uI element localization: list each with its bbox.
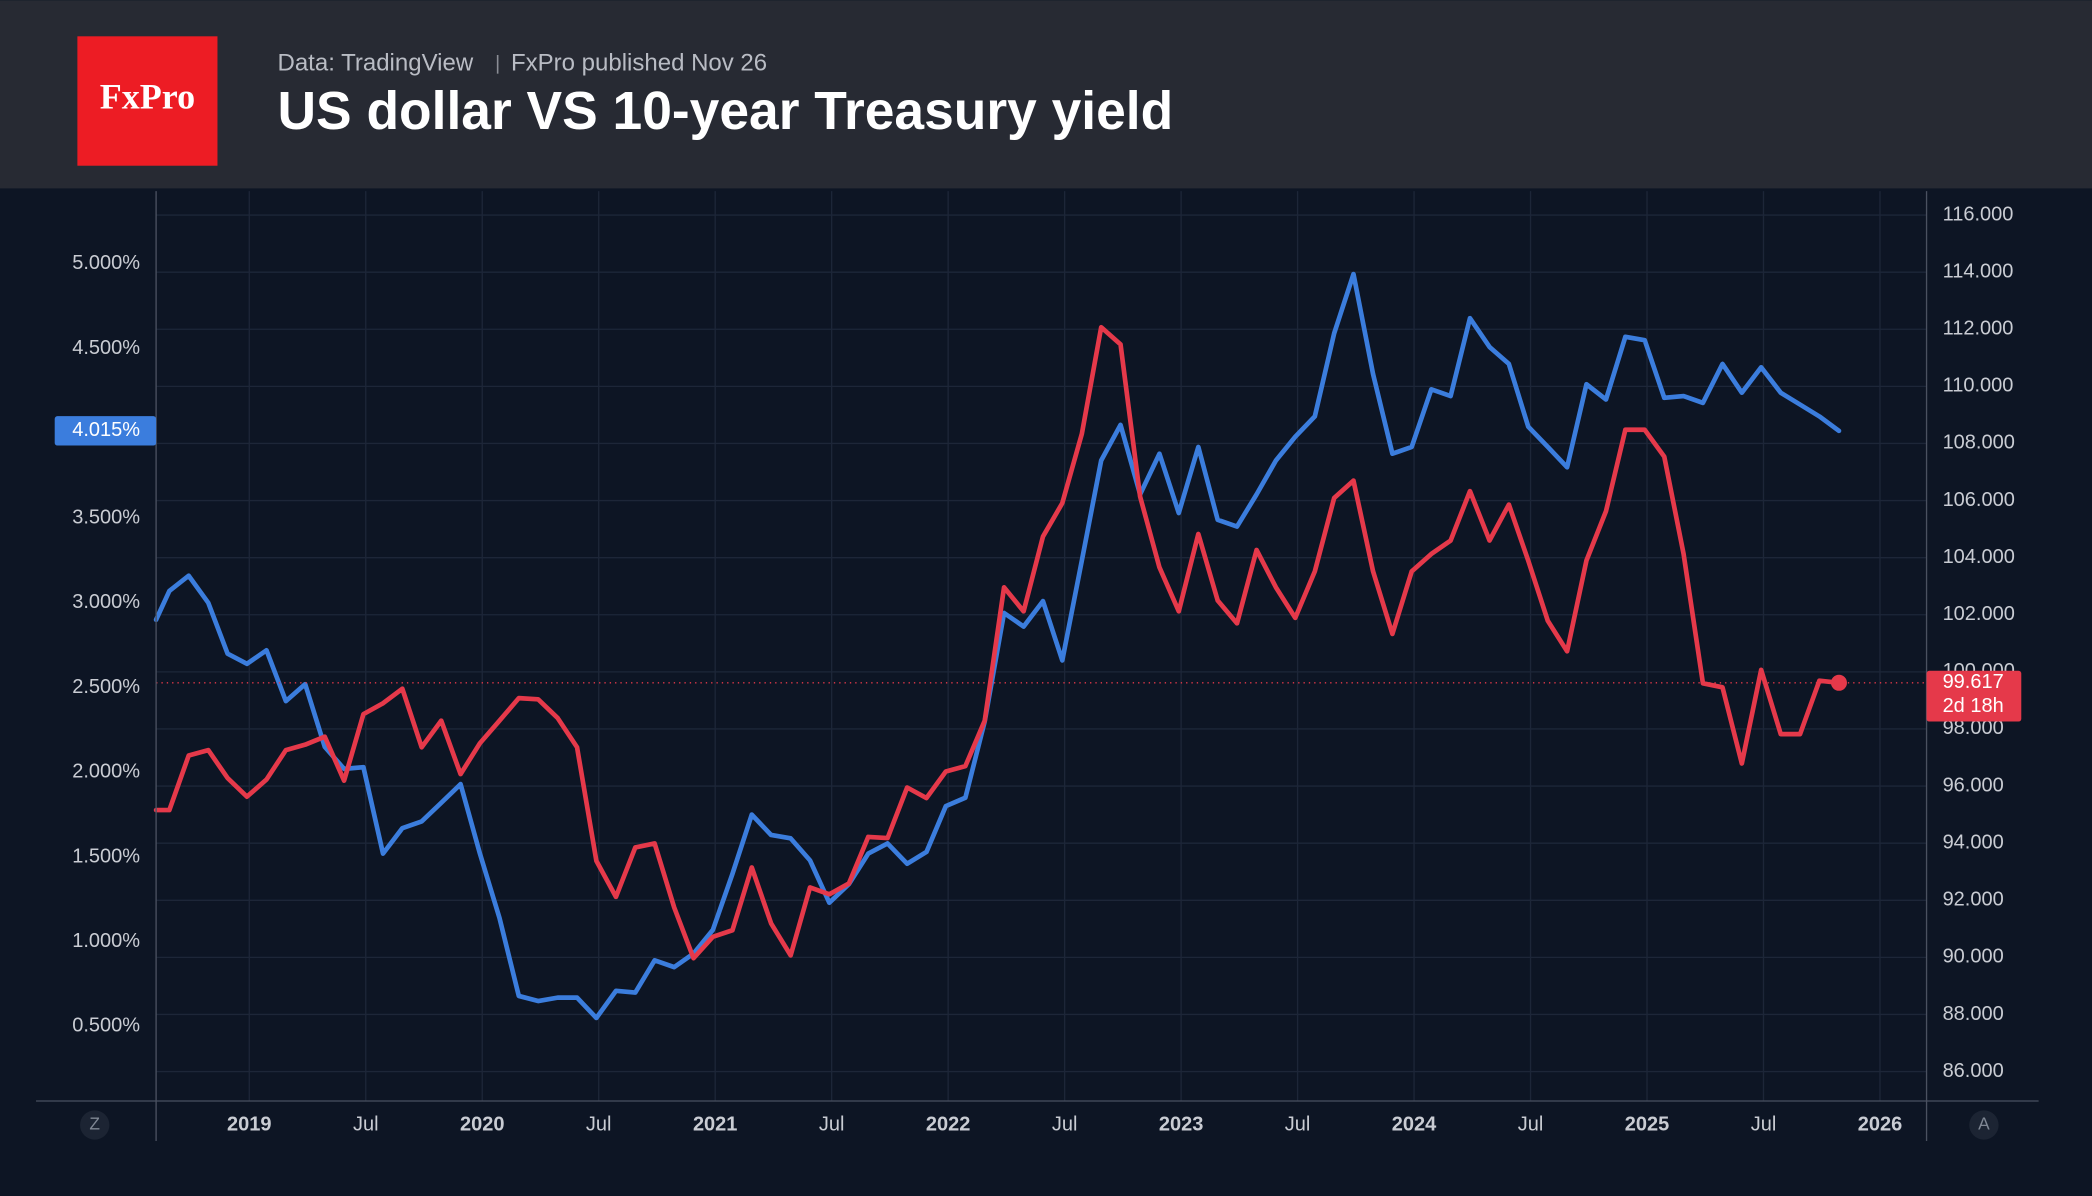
last-value-label: 4.015% xyxy=(72,419,140,441)
x-tick-label: 2019 xyxy=(227,1113,272,1135)
x-tick-label: 2022 xyxy=(926,1113,971,1135)
x-tick-label: Jul xyxy=(353,1113,379,1135)
x-tick-label: Jul xyxy=(1285,1113,1311,1135)
y2-tick-label: 114.000 xyxy=(1943,260,2014,282)
zoom-button[interactable] xyxy=(80,1110,110,1140)
y2-tick-label: 94.000 xyxy=(1943,831,2004,853)
x-tick-label: Jul xyxy=(1052,1113,1078,1135)
last-value-box xyxy=(1926,670,2022,722)
x-tick-label: 2020 xyxy=(460,1113,505,1135)
y-tick-label: 5.000% xyxy=(72,252,140,274)
plot-area xyxy=(153,271,1927,1021)
x-tick-label: Jul xyxy=(586,1113,612,1135)
logo-box xyxy=(77,36,218,166)
y2-tick-label: 92.000 xyxy=(1943,889,2004,911)
y2-tick-label: 106.000 xyxy=(1943,489,2015,511)
y2-tick-label: 112.000 xyxy=(1943,318,2014,340)
published: FxPro published Nov 26 xyxy=(511,50,767,77)
y2-tick-label: 102.000 xyxy=(1943,603,2015,625)
x-tick-label: 2021 xyxy=(693,1113,738,1135)
y2-tick-label: 90.000 xyxy=(1943,946,2004,968)
x-tick-label: Jul xyxy=(819,1113,845,1135)
y2-tick-label: 104.000 xyxy=(1943,546,2015,568)
last-value-label: 99.617 xyxy=(1943,671,2004,693)
chart-title: US dollar VS 10-year Treasury yield xyxy=(278,82,1174,141)
y-tick-label: 3.000% xyxy=(72,591,140,613)
y2-tick-label: 96.000 xyxy=(1943,774,2004,796)
y2-tick-label: 110.000 xyxy=(1943,375,2014,397)
last-value-box xyxy=(54,416,157,446)
logo: FxPro xyxy=(100,77,195,117)
header-band xyxy=(0,0,2092,189)
auto-label[interactable]: A xyxy=(1978,1114,1990,1134)
y2-tick-label: 88.000 xyxy=(1943,1003,2004,1025)
countdown-label: 2d 18h xyxy=(1943,695,2004,717)
y-tick-label: 1.000% xyxy=(72,930,140,952)
y-tick-label: 2.000% xyxy=(72,761,140,783)
x-tick-label: Jul xyxy=(1518,1113,1544,1135)
grid xyxy=(156,191,1927,1101)
x-tick-label: 2024 xyxy=(1392,1113,1437,1135)
axes: 2019 Jul 2020 Jul 2021 Jul 2022 Jul 2023 Jul 2024 J… xyxy=(54,203,2022,1135)
auto-button[interactable] xyxy=(1969,1110,1999,1140)
y2-tick-label: 86.000 xyxy=(1943,1060,2004,1082)
x-tick-label: 2025 xyxy=(1625,1113,1670,1135)
zoom-label[interactable]: Z xyxy=(89,1114,100,1134)
y-tick-label: 4.500% xyxy=(72,337,140,359)
y-tick-label: 2.500% xyxy=(72,676,140,698)
x-tick-label: 2023 xyxy=(1159,1113,1204,1135)
series-line xyxy=(153,324,1842,961)
y-tick-label: 3.500% xyxy=(72,506,140,528)
y2-tick-label: 108.000 xyxy=(1943,432,2015,454)
y-tick-label: 1.500% xyxy=(72,845,140,867)
y-tick-label: 0.500% xyxy=(72,1015,140,1037)
y2-tick-label: 116.000 xyxy=(1943,203,2014,225)
source: Data: TradingView xyxy=(278,50,474,77)
x-tick-label: 2026 xyxy=(1858,1113,1903,1135)
y2-tick-label: 98.000 xyxy=(1943,717,2004,739)
x-tick-label: Jul xyxy=(1751,1113,1777,1135)
last-point xyxy=(1830,674,1847,691)
